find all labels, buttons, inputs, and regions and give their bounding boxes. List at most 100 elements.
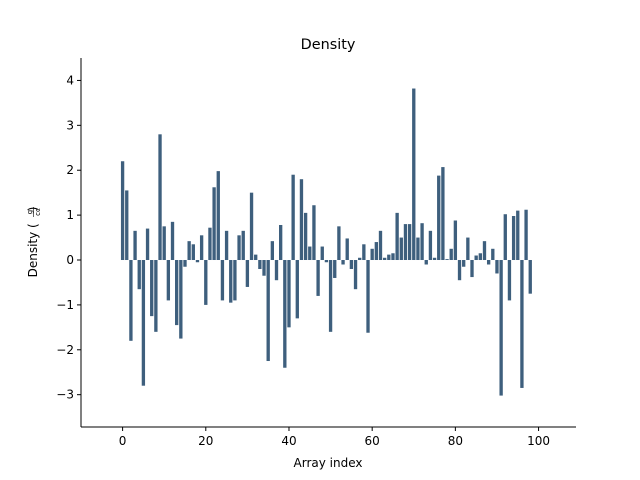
bar-29 [241,230,245,261]
bar-96 [520,260,524,388]
bar-69 [407,224,412,261]
bar-58 [362,244,366,261]
bar-77 [441,167,445,261]
y-tick-label: −3 [56,388,74,402]
bar-10 [162,226,166,261]
bar-93 [507,260,512,301]
bar-53 [341,260,345,265]
y-axis-label-prefix: Density ( [26,223,40,277]
bar-40 [287,260,291,328]
bar-72 [420,223,424,261]
bar-19 [199,235,204,261]
bar-25 [224,230,229,261]
bar-81 [457,260,462,281]
bar-23 [216,171,220,261]
bar-92 [503,214,507,261]
bar-44 [303,212,308,261]
bar-52 [337,226,341,261]
x-tick-label: 100 [527,434,550,448]
bar-12 [170,221,175,261]
bar-73 [424,260,428,265]
bar-94 [511,216,516,261]
chart-title: Density [301,37,356,53]
bar-22 [212,187,216,261]
bar-60 [370,248,374,261]
bar-38 [279,224,283,261]
bar-65 [391,253,395,261]
bar-57 [358,257,362,261]
x-tick-label: 80 [448,434,463,448]
y-axis-label: Density () g cc [26,207,42,278]
bar-83 [466,237,470,261]
bar-47 [316,260,320,296]
x-tick-label: 40 [281,434,296,448]
x-tick-label: 20 [198,434,213,448]
bar-68 [403,224,408,261]
bar-55 [349,260,354,269]
bar-24 [220,260,225,301]
bar-78 [445,259,449,261]
bar-59 [366,260,370,333]
bar-6 [145,228,150,261]
y-axis-label-numerator: g [26,210,34,214]
bar-9 [158,134,162,261]
bar-32 [254,254,258,261]
bar-31 [249,192,254,261]
x-tick-label: 0 [119,434,127,448]
bar-43 [299,179,304,261]
bar-82 [462,260,466,267]
bar-56 [353,260,358,290]
bar-54 [345,238,349,261]
bar-18 [195,260,200,263]
bar-35 [266,260,270,362]
y-tick-label: 4 [66,73,74,87]
bar-0 [120,161,125,261]
bar-2 [129,260,133,341]
y-tick-label: 1 [66,208,74,222]
bar-64 [387,254,391,261]
y-tick-label: −1 [56,298,74,312]
bar-63 [382,257,387,261]
bar-34 [262,260,266,276]
bar-67 [399,237,403,261]
bar-30 [245,260,250,287]
bar-4 [137,260,141,290]
bar-27 [233,260,237,301]
bar-90 [495,260,499,274]
bar-48 [320,246,324,261]
x-tick-label: 60 [365,434,380,448]
bar-66 [395,212,399,261]
bar-41 [291,174,295,261]
bar-75 [432,257,437,261]
bar-3 [133,230,137,261]
bar-37 [274,260,279,281]
bar-28 [237,235,241,261]
bar-76 [437,175,441,261]
bar-17 [191,244,195,261]
bar-33 [258,260,262,269]
bar-5 [141,260,146,386]
bar-88 [486,260,491,265]
bar-51 [333,260,337,278]
y-tick-label: 0 [66,253,74,267]
bar-97 [524,209,528,261]
bar-85 [474,255,478,261]
bar-11 [166,260,171,301]
bar-89 [491,248,495,261]
bar-70 [412,88,416,261]
bar-16 [187,241,191,261]
bar-20 [204,260,208,305]
bar-8 [154,260,158,332]
bar-45 [308,246,312,261]
y-axis-ticks: −3 −2 −1 0 1 2 3 4 [56,73,81,402]
y-tick-label: 3 [66,118,74,132]
bar-61 [374,242,378,261]
bars-group [120,88,532,396]
bar-14 [179,260,183,339]
svg-text:Density (): Density () [26,207,40,278]
y-tick-label: 2 [66,163,74,177]
bar-26 [229,260,233,303]
x-axis-label: Array index [294,456,363,470]
bar-36 [270,241,275,261]
